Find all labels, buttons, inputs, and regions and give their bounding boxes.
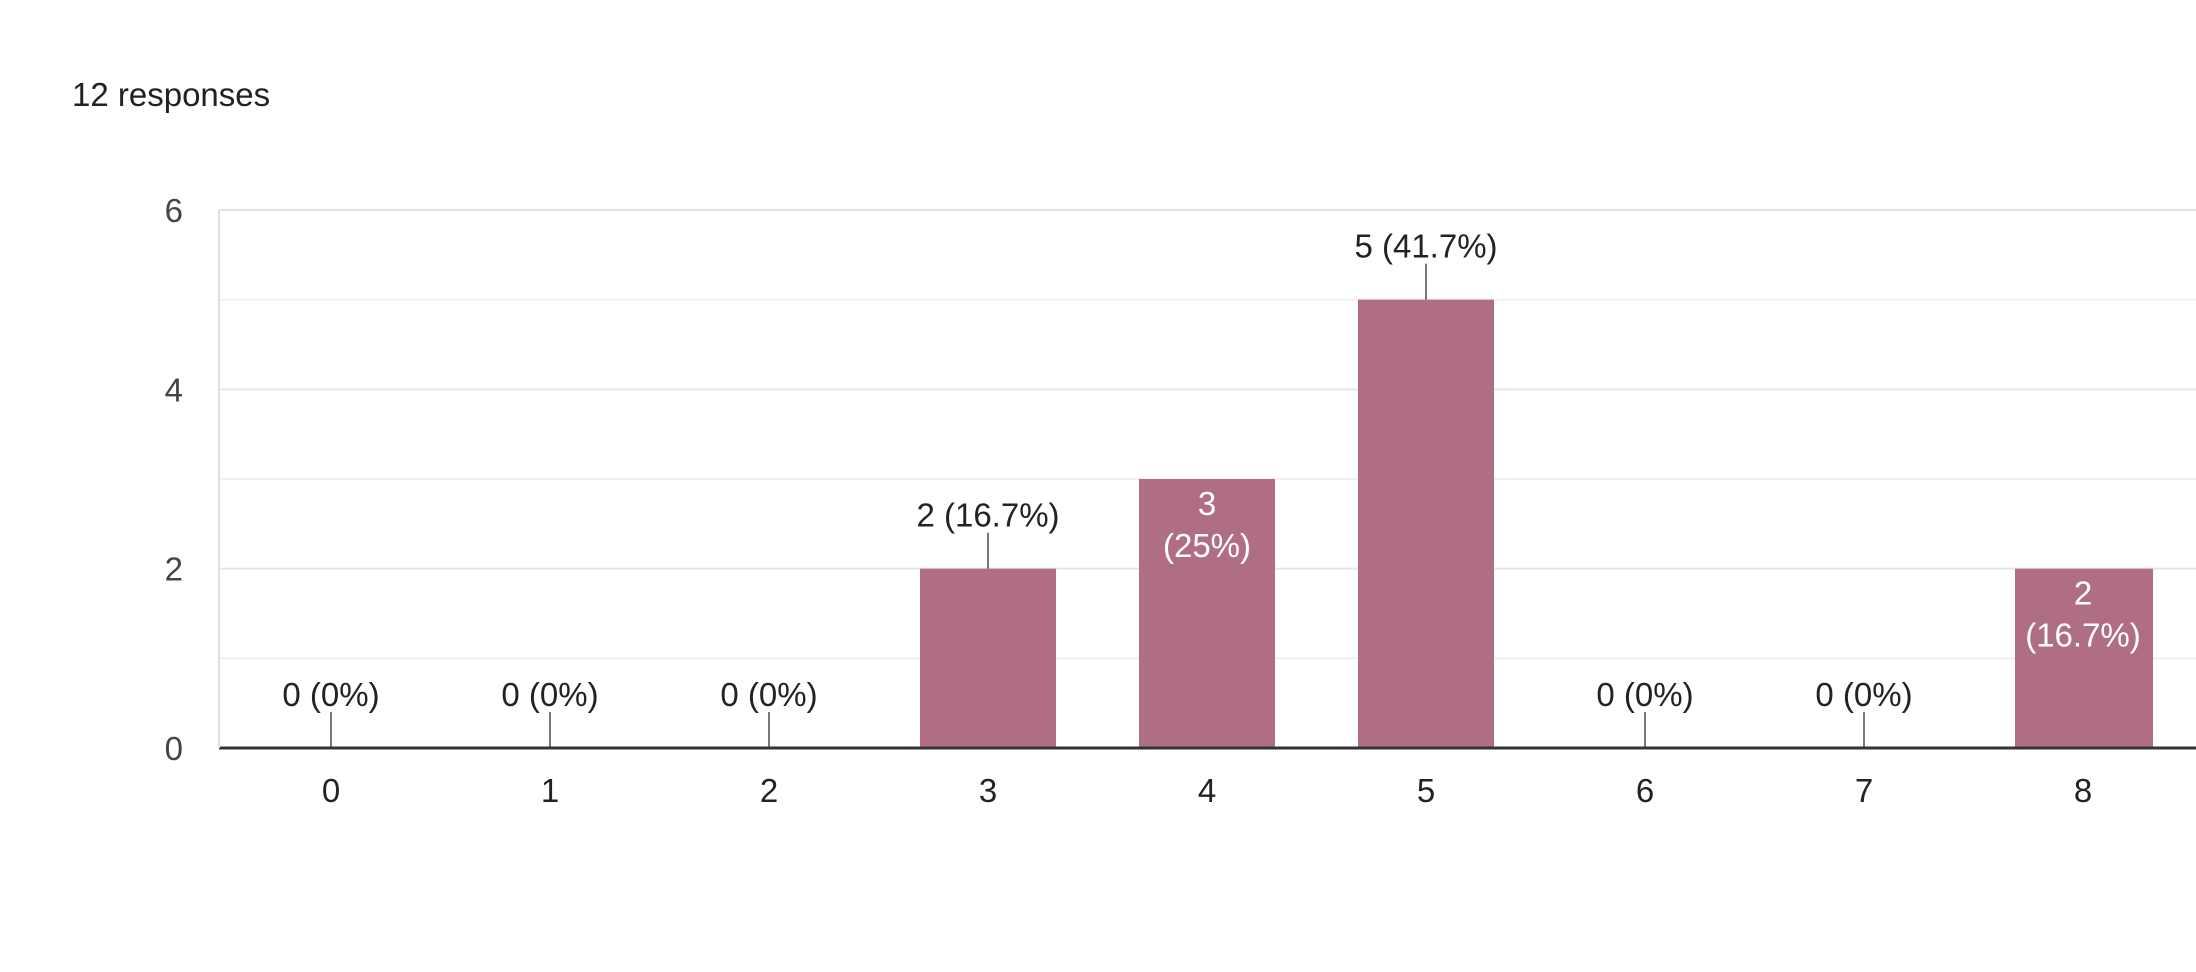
x-tick-label: 2 <box>760 772 778 809</box>
data-label: 2 (16.7%) <box>2025 575 2141 654</box>
x-tick-label: 1 <box>541 772 559 809</box>
x-tick-label: 3 <box>979 772 997 809</box>
x-tick-label: 6 <box>1636 772 1654 809</box>
x-tick-label: 0 <box>322 772 340 809</box>
x-axis-ticks: 0 1 2 3 4 5 6 7 8 <box>322 772 2092 809</box>
data-label: 0 (0%) <box>282 676 379 713</box>
bar[interactable] <box>1358 299 1494 748</box>
y-tick-label: 2 <box>165 551 183 588</box>
data-label: 5 (41.7%) <box>1354 228 1497 265</box>
x-tick-label: 4 <box>1198 772 1216 809</box>
data-label: 0 (0%) <box>1596 676 1693 713</box>
data-label: 0 (0%) <box>720 676 817 713</box>
bar[interactable] <box>1139 479 1275 748</box>
data-label: 2 (16.7%) <box>916 497 1059 534</box>
x-tick-label: 5 <box>1417 772 1435 809</box>
data-label: 3 (25%) <box>1163 485 1251 564</box>
data-label: 0 (0%) <box>501 676 598 713</box>
x-tick-label: 7 <box>1855 772 1873 809</box>
bars <box>920 299 2153 748</box>
responses-count: 12 responses <box>72 76 271 113</box>
bar[interactable] <box>2015 568 2153 748</box>
y-axis-ticks: 0 2 4 6 <box>165 192 183 767</box>
y-tick-label: 6 <box>165 192 183 229</box>
y-tick-label: 4 <box>165 371 183 408</box>
x-tick-label: 8 <box>2074 772 2092 809</box>
y-tick-label: 0 <box>165 730 183 767</box>
data-label: 0 (0%) <box>1815 676 1912 713</box>
data-labels: 0 (0%) 0 (0%) 0 (0%) 2 (16.7%) 3 (25%) 5 (41.7… <box>282 228 2141 748</box>
bar[interactable] <box>920 568 1056 748</box>
